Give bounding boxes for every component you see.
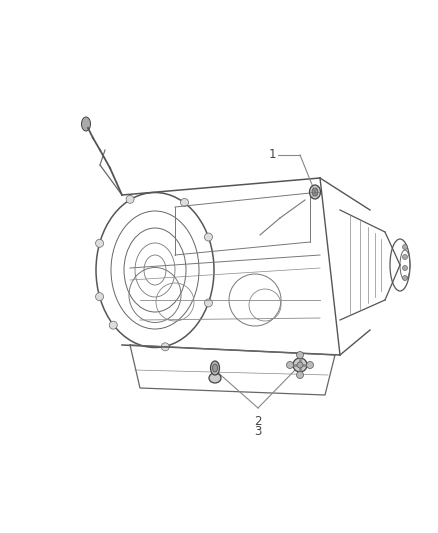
- Ellipse shape: [205, 233, 212, 241]
- Text: 1: 1: [268, 149, 276, 161]
- Ellipse shape: [297, 351, 304, 359]
- Ellipse shape: [403, 276, 407, 280]
- Ellipse shape: [297, 362, 303, 368]
- Text: 2: 2: [254, 415, 262, 428]
- Ellipse shape: [403, 254, 407, 260]
- Ellipse shape: [403, 245, 407, 249]
- Ellipse shape: [310, 185, 321, 199]
- Ellipse shape: [403, 265, 407, 271]
- Ellipse shape: [212, 364, 218, 372]
- Ellipse shape: [286, 361, 293, 368]
- Ellipse shape: [293, 358, 307, 372]
- Ellipse shape: [205, 299, 212, 307]
- Ellipse shape: [161, 343, 169, 351]
- Ellipse shape: [180, 198, 188, 206]
- Ellipse shape: [211, 361, 219, 375]
- Ellipse shape: [209, 373, 221, 383]
- Ellipse shape: [297, 372, 304, 378]
- Ellipse shape: [95, 239, 103, 247]
- Ellipse shape: [81, 117, 91, 131]
- Text: 3: 3: [254, 425, 261, 438]
- Ellipse shape: [109, 321, 117, 329]
- Ellipse shape: [126, 195, 134, 203]
- Ellipse shape: [307, 361, 314, 368]
- Ellipse shape: [312, 188, 318, 196]
- Ellipse shape: [95, 293, 103, 301]
